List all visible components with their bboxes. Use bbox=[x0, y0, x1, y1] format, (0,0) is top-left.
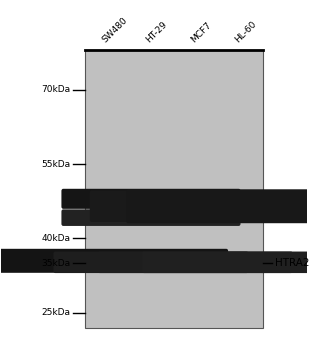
FancyBboxPatch shape bbox=[98, 252, 293, 273]
Text: 40kDa: 40kDa bbox=[41, 234, 70, 243]
Text: HL-60: HL-60 bbox=[233, 20, 258, 45]
Text: 55kDa: 55kDa bbox=[41, 160, 70, 169]
Bar bbox=[85, 50, 262, 328]
FancyBboxPatch shape bbox=[61, 189, 241, 209]
Text: 35kDa: 35kDa bbox=[41, 259, 70, 268]
FancyBboxPatch shape bbox=[0, 249, 228, 273]
Text: 25kDa: 25kDa bbox=[41, 308, 70, 317]
FancyBboxPatch shape bbox=[90, 190, 301, 222]
FancyBboxPatch shape bbox=[61, 209, 241, 226]
FancyBboxPatch shape bbox=[54, 252, 249, 273]
Text: HT-29: HT-29 bbox=[145, 20, 169, 45]
FancyBboxPatch shape bbox=[126, 189, 317, 223]
FancyBboxPatch shape bbox=[142, 252, 317, 273]
Text: 70kDa: 70kDa bbox=[41, 85, 70, 94]
Text: MCF7: MCF7 bbox=[189, 21, 213, 45]
Text: HTRA2: HTRA2 bbox=[275, 258, 309, 268]
Text: SW480: SW480 bbox=[100, 16, 129, 45]
